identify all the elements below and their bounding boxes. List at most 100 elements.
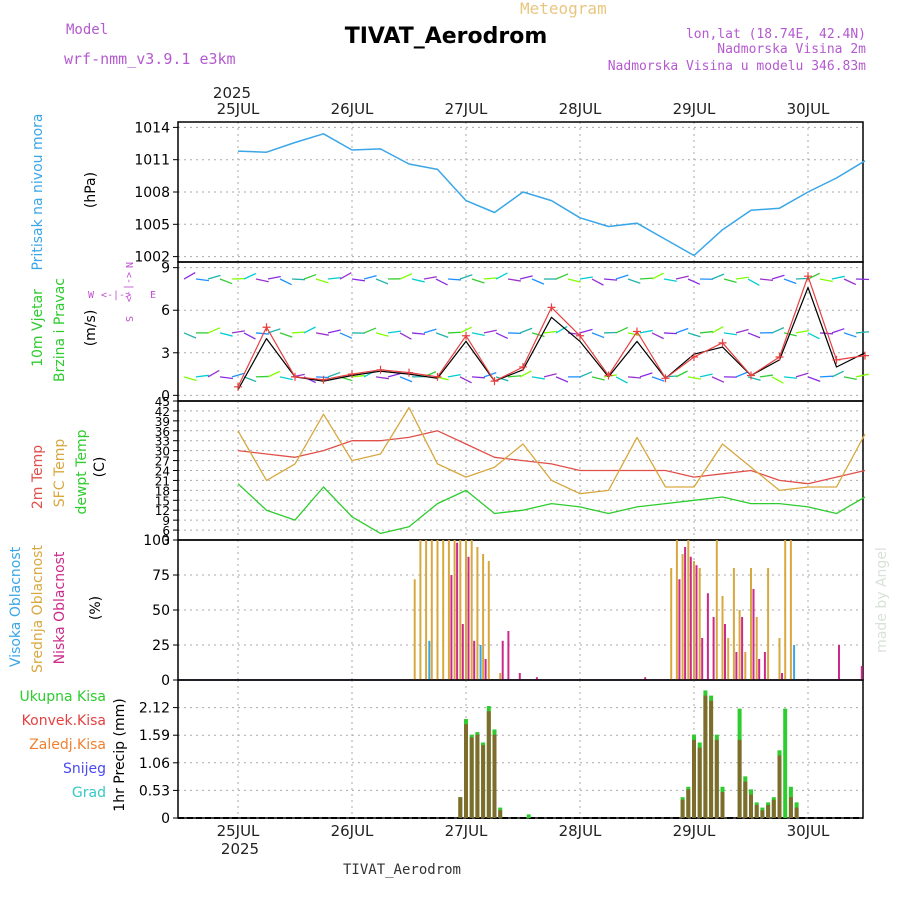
gust-marker: [604, 371, 613, 380]
wind-arrow: [195, 374, 209, 378]
ytick-label: 18: [155, 484, 170, 498]
gust-marker: [718, 338, 727, 347]
wind-arrow: [687, 332, 701, 338]
precip-conv-bar: [788, 797, 793, 818]
ytick-label: 0.53: [139, 783, 170, 799]
ytick-label: 25: [152, 638, 170, 654]
top-date-labels: 25JUL 26JUL 27JUL 28JUL 29JUL 30JUL: [217, 100, 830, 118]
wind-arrow: [651, 332, 664, 340]
ytick-label: 1005: [134, 217, 170, 233]
pressure-ylabel: Pritisak na nivou mora: [30, 113, 46, 270]
model-elevation: Nadmorska Visina u modelu 346.83m: [608, 59, 866, 74]
wind-arrow: [471, 332, 485, 337]
wind-arrow: [807, 376, 821, 382]
ytick-label: 6: [161, 303, 170, 319]
precip-conv-bar: [686, 789, 691, 818]
gust-marker: [690, 353, 698, 362]
wind-arrow: [675, 327, 689, 334]
wind-arrow: [471, 278, 485, 284]
wind-arrow: [315, 376, 330, 379]
wind-arrow: [579, 371, 593, 378]
wind-arrow: [699, 330, 713, 334]
cloud-ylabel-3: Niska Oblacnost: [52, 551, 68, 664]
compass-n: N: [123, 262, 134, 268]
elevation: Nadmorska Visina 2m: [717, 42, 866, 57]
ytick-label: 0: [161, 673, 170, 689]
wind-speed-line: [237, 286, 866, 390]
gust-marker: [490, 377, 499, 386]
gust-marker: [661, 374, 670, 383]
wind-arrow: [759, 374, 773, 378]
wind-arrow: [567, 278, 581, 283]
wind-arrow: [255, 278, 269, 283]
wind-arrow: [471, 376, 486, 379]
wind-arrow: [195, 278, 209, 282]
model-label: Model: [66, 22, 108, 38]
footer-station: TIVAT_Aerodrom: [343, 862, 461, 878]
gust-marker: [291, 372, 299, 381]
wind-arrow: [591, 332, 605, 339]
date-label-top: 28JUL: [559, 100, 602, 118]
temp-ylabel-2: SFC Temp: [52, 439, 68, 508]
sfc-temp-line: [237, 406, 866, 495]
wind-arrow: [219, 376, 233, 380]
precip-legend-item: Zaledj.Kisa: [29, 737, 106, 753]
wind-arrow: [807, 332, 820, 340]
gust-marker: [633, 327, 641, 336]
wind-arrow: [639, 329, 653, 334]
wind-arrow: [435, 278, 448, 286]
precip-legend-item: Ukupna Kisa: [19, 689, 106, 705]
wind-arrow: [627, 376, 642, 379]
gust-marker: [747, 371, 755, 380]
wind-arrow: [855, 331, 870, 334]
ytick-label: 45: [155, 395, 170, 409]
wind-arrow: [819, 278, 833, 283]
wind-arrow: [555, 325, 568, 334]
dewpoint-line: [237, 483, 866, 535]
gust-marker: [376, 365, 385, 374]
wind-arrow: [315, 278, 329, 284]
wind-arrow: [843, 376, 857, 381]
wind-arrow: [267, 370, 281, 378]
wind-arrow: [243, 376, 257, 383]
wind-arrow: [447, 373, 461, 378]
precip-conv-bar: [709, 700, 714, 818]
wind-arrow: [555, 376, 569, 383]
precip-total-bar: [783, 708, 788, 818]
wind-arrow: [699, 373, 713, 378]
wind-arrow: [339, 272, 352, 280]
wind-arrow: [531, 278, 545, 285]
precip-conv-bar: [777, 755, 782, 818]
date-label-top: 27JUL: [445, 100, 488, 118]
precip-total-bar: [526, 814, 531, 818]
wind-arrow: [375, 278, 389, 285]
ytick-label: 15: [155, 494, 170, 508]
precip-legend-item: Snijeg: [63, 761, 106, 777]
wind-arrow: [783, 376, 797, 379]
wind-arrow: [435, 332, 449, 338]
date-label-top: 29JUL: [673, 100, 716, 118]
wind-arrow: [519, 275, 533, 280]
gust-marker: [234, 382, 242, 391]
wind-arrow: [735, 371, 749, 378]
ytick-label: 2.12: [139, 701, 170, 717]
wind-arrow: [291, 331, 306, 334]
wind-arrow: [747, 376, 761, 381]
wind-arrow: [627, 278, 641, 284]
wind-arrow: [399, 273, 413, 280]
wind-arrow: [483, 329, 497, 334]
ytick-label: 1002: [134, 250, 170, 266]
panel-frame: [177, 679, 864, 819]
wind-arrow: [819, 332, 834, 335]
date-label-top: 25JUL: [217, 100, 260, 118]
wind-arrow: [711, 326, 724, 334]
wind-arrow: [375, 332, 389, 337]
wind-arrow: [519, 327, 533, 334]
ytick-label: 9: [162, 514, 170, 528]
model-name: wrf-nmm_v3.9.1 e3km: [64, 50, 236, 68]
wind-arrow: [327, 371, 341, 378]
wind-arrow: [771, 274, 785, 280]
wind-arrow: [399, 376, 413, 383]
wind-arrow: [747, 332, 761, 339]
wind-arrow: [279, 376, 293, 381]
